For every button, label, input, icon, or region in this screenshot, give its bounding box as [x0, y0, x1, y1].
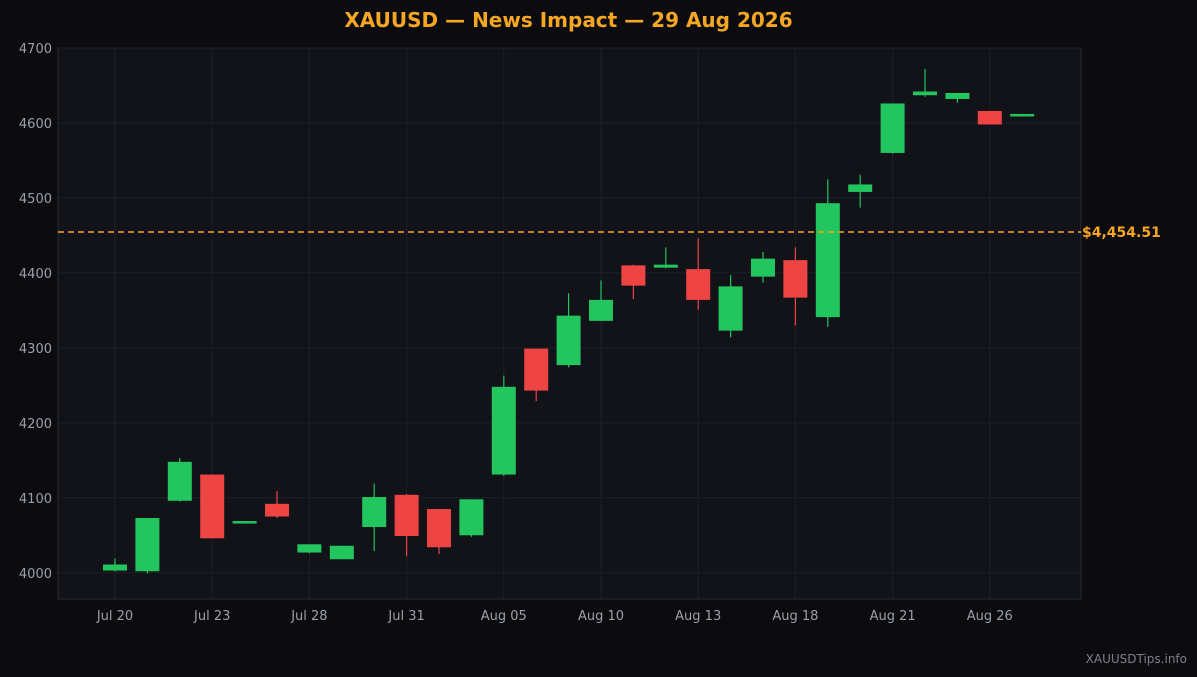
candle-body — [1010, 113, 1035, 117]
y-tick-label: 4500 — [19, 192, 52, 207]
candle-body — [362, 497, 387, 528]
candle-body — [103, 564, 127, 571]
candle-up — [167, 458, 192, 502]
candle-up — [913, 68, 937, 97]
candle-body — [232, 521, 257, 524]
candle-body — [200, 474, 225, 539]
candle-body — [265, 503, 289, 517]
candle-up — [880, 103, 905, 154]
candle-body — [718, 286, 743, 331]
candle-body — [945, 92, 970, 99]
candle-up — [848, 174, 873, 208]
x-tick-label: Jul 23 — [193, 609, 230, 624]
candle-body — [556, 315, 581, 366]
y-tick-label: 4200 — [19, 417, 52, 432]
candle-body — [977, 110, 1002, 125]
candle-up — [362, 483, 387, 552]
candle-body — [913, 91, 937, 96]
candle-body — [459, 499, 484, 536]
candle-body — [297, 544, 322, 553]
candle-up — [653, 247, 678, 269]
x-tick-label: Aug 18 — [772, 609, 818, 624]
candle-up — [815, 179, 840, 327]
candle-body — [815, 203, 840, 318]
x-tick-label: Aug 21 — [870, 609, 916, 624]
y-axis: 4000 4100 4200 4300 4400 4500 4600 4700 — [19, 42, 52, 582]
candle-down — [977, 110, 1002, 125]
y-tick-label: 4000 — [19, 567, 52, 582]
candle-body — [491, 386, 516, 475]
y-tick-label: 4400 — [19, 267, 52, 282]
candle-down — [265, 491, 289, 519]
candle-body — [751, 258, 775, 277]
candle-down — [394, 494, 419, 557]
x-tick-label: Aug 05 — [481, 609, 527, 624]
candle-up — [589, 280, 613, 321]
candles — [103, 68, 1035, 574]
candle-body — [167, 461, 192, 501]
candle-body — [880, 103, 905, 153]
candle-up — [103, 558, 127, 572]
candle-up — [329, 545, 354, 560]
candle-body — [427, 509, 451, 548]
x-tick-label: Jul 20 — [96, 609, 133, 624]
candle-up — [459, 499, 484, 537]
x-tick-label: Aug 13 — [675, 609, 721, 624]
candle-down — [686, 238, 711, 310]
current-price: $4,454.51 — [58, 225, 1161, 241]
candle-body — [686, 269, 711, 300]
candle-down — [524, 348, 549, 402]
x-axis: Jul 20 Jul 23 Jul 28 Jul 31 Aug 05 Aug 10 Aug … — [96, 609, 1013, 624]
x-tick-label: Jul 28 — [290, 609, 327, 624]
candle-up — [232, 521, 257, 524]
chart-title: XAUUSD — News Impact — 29 Aug 2026 — [344, 8, 793, 32]
candle-up — [718, 275, 743, 338]
candle-down — [200, 474, 225, 539]
y-tick-label: 4600 — [19, 117, 52, 132]
watermark: XAUUSDTips.info — [1085, 652, 1187, 666]
candle-body — [135, 518, 160, 572]
current-price-label: $4,454.51 — [1082, 225, 1161, 241]
candle-body — [589, 299, 613, 321]
candle-body — [394, 494, 419, 537]
candle-up — [1010, 113, 1035, 117]
candle-down — [427, 509, 451, 555]
y-tick-label: 4700 — [19, 42, 52, 57]
candle-body — [329, 545, 354, 560]
candle-up — [751, 251, 775, 283]
candle-body — [524, 348, 549, 391]
candle-body — [783, 260, 808, 298]
candle-up — [297, 544, 322, 554]
candle-up — [491, 375, 516, 477]
candle-body — [621, 265, 646, 286]
candle-up — [556, 293, 581, 368]
y-tick-label: 4100 — [19, 492, 52, 507]
x-tick-label: Aug 10 — [578, 609, 624, 624]
candle-down — [621, 264, 646, 300]
candle-up — [135, 518, 160, 574]
x-tick-label: Aug 26 — [967, 609, 1013, 624]
candle-body — [848, 184, 873, 192]
candle-down — [783, 247, 808, 326]
candle-body — [653, 264, 678, 268]
x-tick-label: Jul 31 — [387, 609, 424, 624]
y-tick-label: 4300 — [19, 342, 52, 357]
candle-up — [945, 92, 970, 103]
